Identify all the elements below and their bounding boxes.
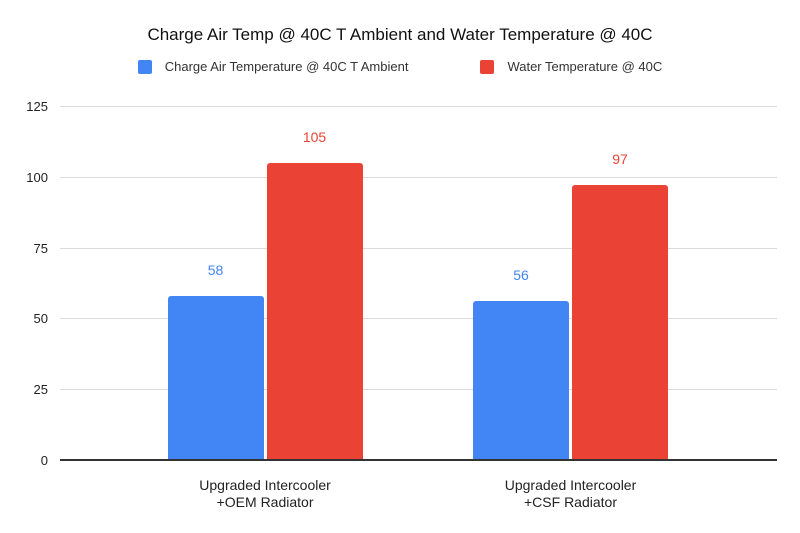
y-axis-tick-label: 50	[33, 311, 48, 327]
x-axis-category-label: Upgraded Intercooler +CSF Radiator	[504, 477, 637, 510]
bar-charge-air-group2[interactable]	[473, 301, 569, 460]
chart-title: Charge Air Temp @ 40C T Ambient and Wate…	[147, 25, 653, 44]
legend-swatch-icon	[480, 59, 495, 74]
legend-item-charge-air[interactable]: Charge Air Temperature @ 40C T Ambient	[137, 59, 409, 74]
legend-label: Water Temperature @ 40C	[507, 59, 663, 74]
gridline	[60, 176, 777, 178]
legend-swatch-icon	[137, 59, 152, 74]
bar-water-temp-group2[interactable]	[572, 185, 668, 460]
y-axis-tick-label: 125	[26, 99, 48, 114]
gridline	[60, 247, 777, 249]
bar-value-label: 97	[612, 151, 628, 168]
gridline	[60, 106, 777, 107]
y-axis-tick-label: 100	[26, 169, 48, 185]
bar-charge-air-group1[interactable]	[167, 295, 264, 460]
bar-value-label: 105	[302, 128, 327, 145]
bar-value-label: 58	[207, 261, 224, 278]
x-axis-line	[60, 459, 777, 461]
y-axis-tick-label: 0	[40, 453, 48, 468]
legend-label: Charge Air Temperature @ 40C T Ambient	[164, 59, 409, 74]
bar-water-temp-group1[interactable]	[266, 162, 363, 460]
legend-item-water-temp[interactable]: Water Temperature @ 40C	[480, 59, 662, 74]
bar-value-label: 56	[513, 267, 529, 284]
gridline	[60, 318, 777, 320]
y-axis-tick-label: 75	[33, 240, 48, 256]
legend: Charge Air Temperature @ 40C T Ambient Wa…	[0, 59, 800, 74]
x-axis-category-label: Upgraded Intercooler +OEM Radiator	[199, 477, 331, 510]
gridline	[60, 389, 777, 391]
y-axis-tick-label: 25	[33, 382, 48, 398]
